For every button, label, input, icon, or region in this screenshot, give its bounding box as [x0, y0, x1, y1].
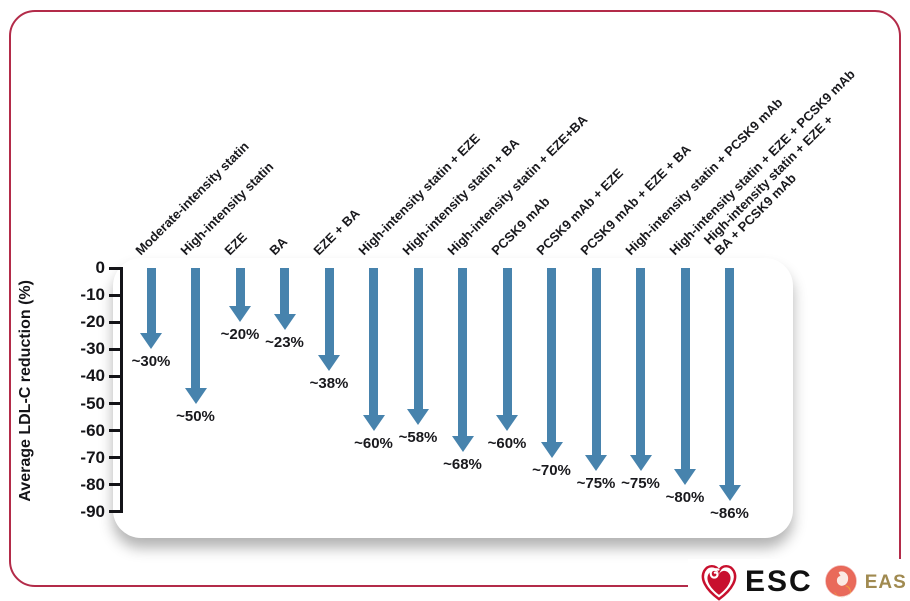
reduction-arrow	[362, 268, 385, 431]
arrow-head-icon	[184, 387, 207, 404]
y-tick-label: -10	[80, 285, 105, 305]
plot-panel	[113, 258, 793, 538]
arrow-head-icon	[718, 485, 741, 502]
y-tick	[109, 266, 120, 270]
reduction-arrow	[318, 268, 340, 371]
y-tick-label: 0	[95, 258, 105, 277]
reduction-arrow	[629, 268, 652, 472]
y-tick-label: -90	[80, 501, 105, 521]
reduction-value-label: ~30%	[131, 353, 171, 371]
arrow-head-icon	[540, 441, 563, 458]
eas-wordmark: EAS	[864, 571, 907, 593]
arrow-shaft	[235, 268, 245, 308]
arrow-head-icon	[674, 468, 696, 485]
eas-badge-icon	[824, 562, 860, 601]
y-tick-label: -60	[80, 420, 105, 440]
arrow-shaft	[725, 268, 734, 487]
footer-logos: ESC EAS	[688, 559, 910, 601]
arrow-head-icon	[362, 414, 385, 431]
arrow-head-icon	[318, 354, 340, 371]
arrow-head-icon	[229, 306, 251, 323]
y-tick	[109, 510, 120, 514]
arrow-shaft	[324, 268, 334, 356]
y-tick	[109, 347, 120, 351]
y-tick-label: -20	[80, 312, 105, 332]
reduction-value-label: ~20%	[220, 326, 260, 344]
figure-border	[9, 10, 901, 587]
y-tick-label: -30	[80, 339, 105, 359]
reduction-arrow	[229, 268, 251, 323]
y-tick	[109, 293, 120, 297]
arrow-head-icon	[273, 314, 296, 331]
reduction-value-label: ~50%	[176, 407, 215, 425]
arrow-shaft	[369, 268, 378, 416]
reduction-value-label: ~60%	[354, 434, 393, 452]
reduction-arrow	[540, 268, 563, 458]
arrow-shaft	[502, 268, 512, 416]
arrow-head-icon	[140, 333, 162, 350]
y-tick	[109, 402, 120, 405]
reduction-arrow	[718, 268, 741, 502]
reduction-value-label: ~75%	[621, 475, 660, 493]
y-tick	[109, 483, 120, 487]
arrow-head-icon	[629, 455, 652, 472]
reduction-value-label: ~86%	[710, 505, 749, 523]
reduction-arrow	[496, 268, 518, 431]
y-tick-label: -80	[80, 474, 105, 494]
y-tick-label: -50	[80, 393, 105, 413]
arrow-shaft	[191, 268, 200, 389]
reduction-value-label: ~80%	[665, 488, 705, 506]
arrow-shaft	[636, 268, 645, 457]
y-axis-title-text: Average LDL-C reduction (%)	[17, 280, 34, 502]
reduction-value-label: ~70%	[532, 461, 571, 479]
arrow-head-icon	[585, 455, 607, 472]
reduction-value-label: ~68%	[443, 456, 482, 474]
arrow-shaft	[680, 268, 690, 470]
arrow-head-icon	[451, 436, 474, 453]
reduction-arrow	[140, 268, 162, 350]
reduction-arrow	[273, 268, 296, 331]
y-tick	[109, 429, 120, 433]
reduction-arrow	[674, 268, 696, 485]
y-tick-label: -40	[80, 366, 105, 386]
reduction-arrow	[407, 268, 429, 426]
arrow-shaft	[458, 268, 467, 438]
reduction-value-label: ~75%	[576, 475, 616, 493]
reduction-value-label: ~38%	[309, 374, 349, 392]
y-tick	[109, 456, 120, 460]
y-tick-label: -70	[80, 447, 105, 467]
arrow-shaft	[413, 268, 423, 411]
reduction-arrow	[585, 268, 607, 472]
reduction-value-label: ~23%	[265, 334, 304, 352]
reduction-arrow	[451, 268, 474, 453]
esc-heart-icon	[698, 561, 740, 601]
arrow-shaft	[547, 268, 556, 443]
esc-wordmark: ESC	[745, 565, 813, 598]
arrow-head-icon	[496, 414, 518, 431]
arrow-head-icon	[407, 409, 429, 426]
y-tick	[109, 374, 120, 378]
y-axis-spine	[120, 266, 123, 514]
arrow-shaft	[591, 268, 601, 457]
reduction-value-label: ~60%	[487, 434, 527, 452]
y-axis-title: Average LDL-C reduction (%)	[8, 255, 44, 527]
y-tick	[109, 320, 120, 324]
reduction-value-label: ~58%	[398, 429, 438, 447]
reduction-arrow	[184, 268, 207, 404]
arrow-shaft	[280, 268, 289, 316]
arrow-shaft	[146, 268, 156, 335]
